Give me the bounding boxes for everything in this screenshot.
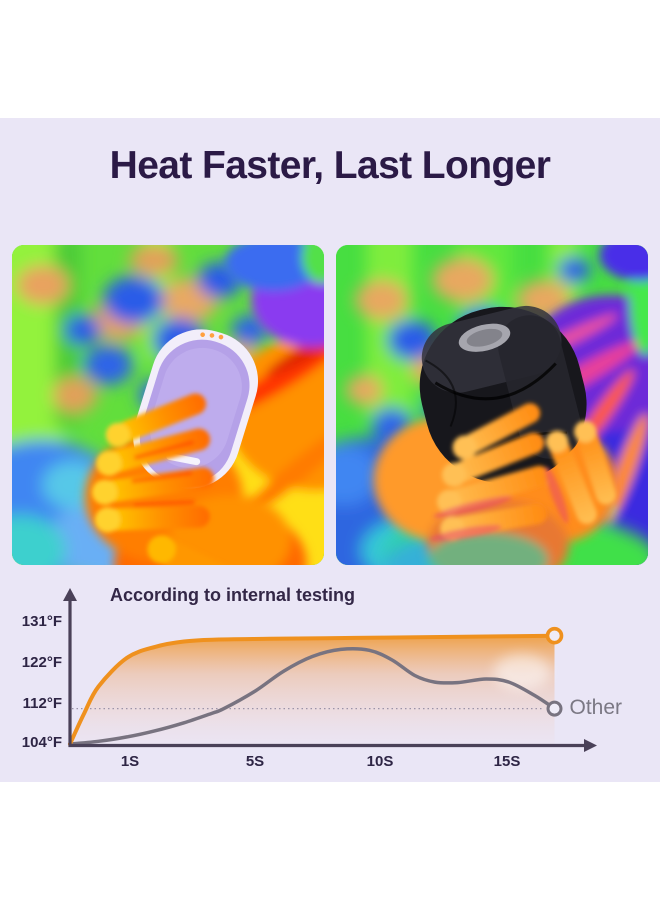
x-tick-5s: 5S [246, 753, 264, 770]
comparison-chart: According to internal testing . 131°F 12… [22, 585, 623, 770]
other-series-label: Other [570, 696, 623, 719]
thermal-image-black-warmer [336, 245, 648, 565]
chart-note: According to internal testing [110, 585, 355, 605]
led-dot [218, 334, 224, 340]
other-end-marker [546, 700, 563, 717]
page-title: Heat Faster, Last Longer [109, 144, 551, 187]
x-tick-1s: 1S [121, 753, 139, 770]
chart-note-mark: . [340, 589, 344, 606]
product-line [68, 633, 557, 746]
led-dot [200, 332, 205, 337]
y-axis-arrow-icon [63, 588, 77, 601]
product-area-fill [70, 635, 555, 745]
x-tick-10s: 10S [367, 753, 394, 770]
thermal-scene-right [336, 245, 648, 565]
fingers-front [92, 393, 249, 565]
x-tick-15s: 15S [494, 753, 521, 770]
y-tick-104: 104°F [22, 734, 62, 751]
fingers-front [429, 403, 617, 541]
product-end-marker [545, 626, 564, 645]
led-dot [209, 333, 215, 338]
x-axis-arrow-icon [584, 739, 597, 752]
thermal-scene-left [12, 245, 324, 565]
other-line [68, 647, 557, 746]
lavender-panel: Heat Faster, Last Longer [0, 118, 660, 782]
y-tick-112: 112°F [23, 695, 62, 712]
y-tick-122: 122°F [22, 654, 62, 671]
thermal-image-purple-warmer [12, 245, 324, 565]
y-tick-131: 131°F [22, 613, 62, 630]
highlight-smudge [494, 654, 550, 690]
